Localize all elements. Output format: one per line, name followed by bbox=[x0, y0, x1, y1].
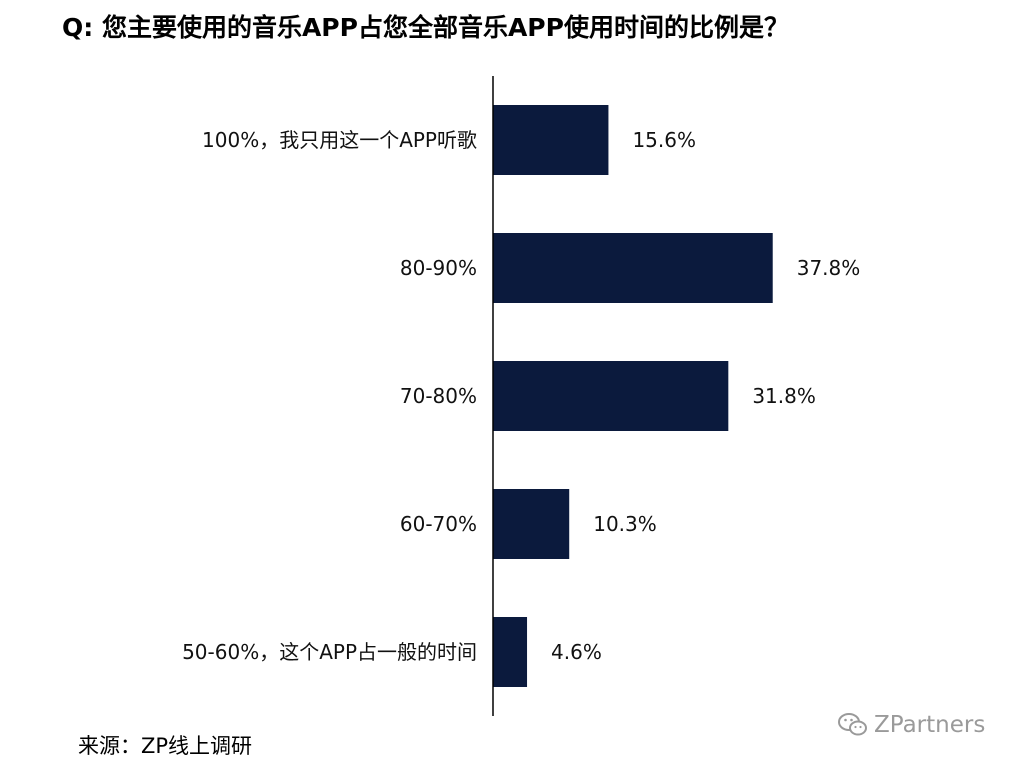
bar-0 bbox=[493, 105, 609, 175]
value-label-0: 15.6% bbox=[632, 128, 696, 152]
watermark: ZPartners bbox=[838, 709, 985, 741]
category-label-4: 50-60%，这个APP占一般的时间 bbox=[182, 640, 477, 664]
category-label-1: 80-90% bbox=[400, 256, 477, 280]
bar-1 bbox=[493, 233, 773, 303]
category-label-2: 70-80% bbox=[400, 384, 477, 408]
value-label-2: 31.8% bbox=[752, 384, 816, 408]
category-label-0: 100%，我只用这一个APP听歌 bbox=[202, 128, 477, 152]
bars-group: 100%，我只用这一个APP听歌 15.6% 80-90% 37.8% 70-80% 31… bbox=[182, 105, 860, 687]
bar-2 bbox=[493, 361, 729, 431]
watermark-text: ZPartners bbox=[874, 712, 986, 738]
category-label-3: 60-70% bbox=[400, 512, 477, 536]
chart-title: Q: 您主要使用的音乐APP占您全部音乐APP使用时间的比例是？ bbox=[62, 13, 789, 42]
value-label-3: 10.3% bbox=[593, 512, 657, 536]
value-label-1: 37.8% bbox=[797, 256, 861, 280]
bar-3 bbox=[493, 489, 570, 559]
source-note: 来源：ZP线上调研 bbox=[78, 734, 253, 758]
bar-4 bbox=[493, 617, 528, 687]
value-label-4: 4.6% bbox=[551, 640, 602, 664]
wechat-icon bbox=[838, 713, 867, 736]
